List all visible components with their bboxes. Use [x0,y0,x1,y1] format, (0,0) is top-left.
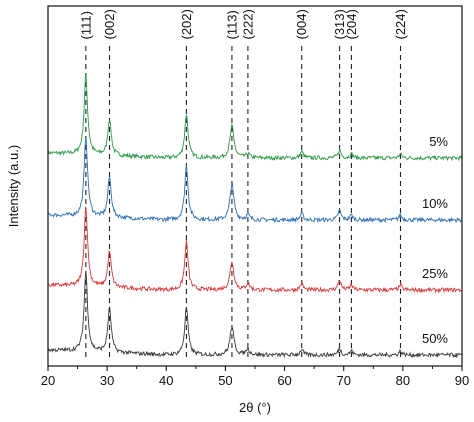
x-tick-label-7: 90 [455,373,469,388]
peak-label-3: (113) [224,10,239,39]
series-line-0 [47,73,463,162]
series-label-3: 50% [422,331,448,346]
x-tick-label-3: 50 [218,373,232,388]
series-label-1: 10% [422,196,448,211]
x-tick-label-4: 60 [277,373,291,388]
series-labels: 5% 10% 25% 50% [422,134,448,346]
x-axis-title: 2θ (°) [239,400,271,415]
series-line-1 [47,138,462,224]
series-lines [47,73,463,359]
x-tick-label-0: 20 [41,373,55,388]
peak-labels: (111) (002) (202) (113) (222) (004) (313)(204)… [78,9,408,39]
series-line-3 [47,272,463,359]
series-line-2 [47,206,463,294]
series-label-2: 25% [422,266,448,281]
peak-label-1: (002) [102,9,117,39]
x-tick-label-1: 30 [100,373,114,388]
peak-label-8: (224) [393,9,408,39]
x-tick-label-6: 80 [396,373,410,388]
series-label-0: 5% [429,134,448,149]
peak-label-4: (222) [240,9,255,39]
peak-label-0: (111) [78,11,93,39]
peak-reference-lines [85,46,402,360]
peak-label-2: (202) [179,9,194,39]
peak-label-6: (313) [332,9,347,39]
y-axis-title: Intensity (a.u.) [6,145,21,227]
x-tick-label-5: 70 [336,373,350,388]
peak-label-7: (204) [344,9,359,39]
x-tick-label-2: 40 [159,373,173,388]
peak-label-5: (004) [294,9,309,39]
x-axis-ticks: 20 30 40 50 60 70 80 90 [41,366,469,388]
